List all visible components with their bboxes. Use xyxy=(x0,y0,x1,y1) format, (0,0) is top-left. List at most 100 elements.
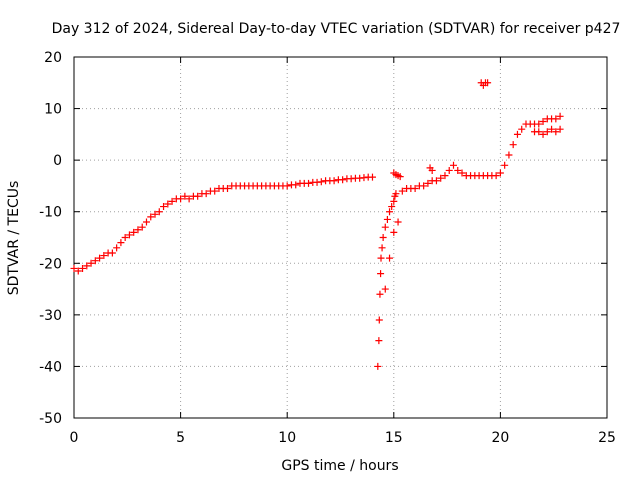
y-tick-label: 20 xyxy=(44,50,62,66)
x-tick-label: 10 xyxy=(278,430,296,446)
data-point xyxy=(138,223,146,231)
data-point xyxy=(437,174,445,182)
data-point xyxy=(79,264,87,272)
axis-ticks xyxy=(73,56,608,419)
data-point xyxy=(394,218,402,226)
x-tick-labels: 0 5 10 15 20 25 xyxy=(70,430,616,446)
data-point xyxy=(96,254,104,262)
y-tick-labels: -50 -40 -30 -20 -10 0 10 20 xyxy=(39,50,62,427)
data-point xyxy=(317,178,325,186)
data-point xyxy=(539,130,547,138)
data-point xyxy=(379,234,387,241)
data-point xyxy=(458,169,466,177)
x-tick-label: 25 xyxy=(598,430,616,446)
data-point xyxy=(420,182,428,190)
data-point xyxy=(151,210,159,218)
data-point xyxy=(556,112,564,120)
data-point xyxy=(142,218,150,226)
data-point xyxy=(556,125,564,133)
data-point xyxy=(383,215,391,223)
data-point xyxy=(454,166,462,174)
data-point xyxy=(168,197,176,205)
data-point xyxy=(375,337,383,345)
data-point xyxy=(378,244,386,252)
data-point xyxy=(428,166,436,174)
x-tick-label: 5 xyxy=(176,430,185,446)
y-tick-label: -20 xyxy=(39,256,62,272)
data-point xyxy=(518,125,526,133)
data-point xyxy=(368,173,376,181)
y-tick-label: -40 xyxy=(39,359,62,375)
data-point xyxy=(224,185,232,193)
data-point xyxy=(194,192,202,200)
x-axis-label: GPS time / hours xyxy=(281,458,398,474)
data-point xyxy=(445,166,453,174)
data-point xyxy=(535,120,543,128)
data-point xyxy=(509,141,517,149)
data-point xyxy=(160,203,168,211)
data-point xyxy=(543,128,551,136)
data-point xyxy=(330,177,338,185)
grid xyxy=(74,57,607,418)
x-tick-label: 20 xyxy=(491,430,509,446)
series-sdtvar-main-trace xyxy=(70,173,376,275)
data-point xyxy=(155,208,163,216)
data-point xyxy=(398,187,406,195)
data-point xyxy=(449,161,457,169)
data-point xyxy=(396,173,404,181)
data-point xyxy=(386,254,394,262)
data-point xyxy=(164,200,172,208)
data-point xyxy=(91,257,99,265)
data-point xyxy=(548,125,556,133)
data-point xyxy=(134,226,142,234)
x-tick-label: 15 xyxy=(385,430,403,446)
data-point xyxy=(121,234,129,241)
data-point xyxy=(377,270,385,278)
series-sdtvar-late-trace xyxy=(398,112,564,195)
data-point xyxy=(484,79,492,87)
y-tick-label: 0 xyxy=(53,153,62,169)
data-point xyxy=(375,316,383,324)
data-point xyxy=(185,195,193,203)
y-axis-label: SDTVAR / TECUs xyxy=(6,181,22,296)
data-point xyxy=(496,169,504,177)
data-point xyxy=(125,231,133,239)
x-tick-label: 0 xyxy=(70,430,79,446)
data-point xyxy=(390,228,398,236)
series-sdtvar-isolated-cluster xyxy=(477,79,492,89)
data-point xyxy=(501,161,509,169)
data-point xyxy=(87,259,95,267)
data-point xyxy=(386,208,394,216)
data-point xyxy=(535,128,543,136)
series-sdtvar-dip-near-14-15-h xyxy=(374,190,400,370)
data-point xyxy=(376,290,384,298)
data-point xyxy=(513,130,521,138)
series-sdtvar-secondary-arc xyxy=(381,218,402,293)
y-tick-label: 10 xyxy=(44,102,62,118)
chart-title: Day 312 of 2024, Sidereal Day-to-day VTE… xyxy=(52,21,621,37)
data-point xyxy=(390,197,398,205)
data-point xyxy=(211,187,219,195)
y-tick-label: -30 xyxy=(39,308,62,324)
data-point xyxy=(381,223,389,231)
data-point xyxy=(441,172,449,180)
data-point xyxy=(202,190,210,198)
plot-frame xyxy=(73,56,608,419)
data-point xyxy=(539,117,547,125)
data-point xyxy=(505,151,513,159)
data-point xyxy=(74,267,82,275)
data-point xyxy=(374,362,382,370)
data-point xyxy=(432,177,440,185)
y-tick-label: -50 xyxy=(39,411,62,427)
data-point xyxy=(283,182,291,190)
series-sdtvar-short-segments xyxy=(390,164,436,181)
data-point xyxy=(411,185,419,193)
data-point xyxy=(113,244,121,252)
data-point xyxy=(100,252,108,260)
data-point xyxy=(177,195,185,203)
data-point xyxy=(492,172,500,180)
data-point xyxy=(377,254,385,262)
data-point xyxy=(147,213,155,221)
data-point xyxy=(70,264,78,272)
